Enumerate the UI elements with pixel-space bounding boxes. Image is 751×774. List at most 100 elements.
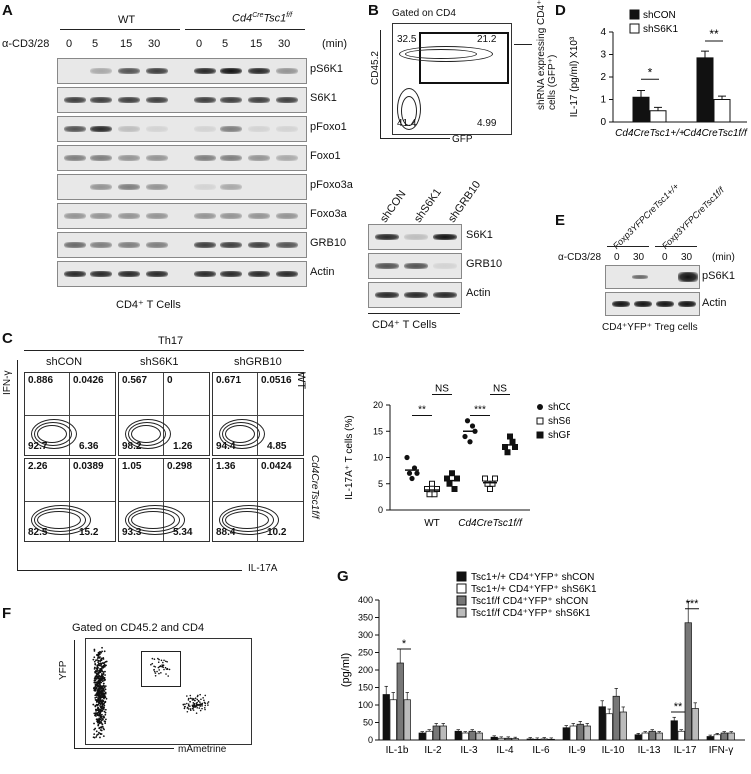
bar [432,725,440,741]
band [634,301,652,307]
band [248,68,270,74]
band [375,234,399,240]
panel-b-footer: CD4⁺ T Cells [372,319,437,331]
blot-strip [57,174,307,200]
dot [93,656,96,659]
dot [157,666,160,669]
band [433,263,457,269]
dot [99,718,102,721]
flow-plot: 0.671 0.0516 94.4 4.85 [212,372,304,456]
quadrant-line [69,459,70,541]
q-lr: 4.99 [477,118,497,129]
dot [100,706,102,708]
band [146,184,168,190]
quadrant-line [213,501,303,502]
dot [92,736,95,739]
dot [93,648,96,651]
dot [96,670,98,673]
blot-strip [57,145,307,171]
dot [100,669,103,672]
band [248,242,270,248]
flow-plot: 32.5 21.2 41.4 4.99 [392,23,512,135]
dot [168,668,171,671]
dot [160,659,163,662]
y-tick-label: 100 [358,700,373,710]
panel-c-letter: C [2,330,13,347]
panel-f-letter: F [2,605,12,622]
blot-strip [57,203,307,229]
dot [101,693,104,696]
dot [96,704,99,706]
q-upper-left: 0.567 [122,375,148,386]
quadrant-line [257,373,258,455]
band [433,234,457,240]
e-t2: 30 [633,252,645,263]
dot [153,665,155,668]
f-xarrow [74,748,174,749]
bar [648,730,656,741]
point [426,491,433,498]
dot [104,708,107,711]
blot-row-label: S6K1 [310,92,337,104]
dot [102,671,105,673]
dot [102,708,105,711]
bar [713,734,721,741]
dot [95,654,98,656]
q-lower-right: 6.36 [79,441,99,452]
blot-row-label: pFoxo3a [310,179,353,191]
x-tick-label: IL-10 [602,745,625,756]
dot [97,653,100,656]
band [276,271,298,277]
dot [103,686,106,689]
dot [186,710,189,713]
dot [93,681,96,684]
bar [677,730,685,741]
c-xarrow [17,570,242,571]
contour [37,425,67,443]
dot [99,681,102,684]
e-line-1 [607,246,649,247]
dot [192,709,195,711]
blot-row-label: S6K1 [466,229,493,241]
y-axis-label: IL-17 (pg/ml) X10³ [569,36,580,117]
band [146,126,168,132]
dot [98,702,100,704]
band [64,213,86,219]
band [146,242,168,248]
f-yarrow [74,640,75,748]
bar [605,713,613,741]
band [118,213,140,219]
band [678,272,698,282]
dot [207,704,209,706]
dot [95,735,98,738]
e-line-2 [655,246,697,247]
dot [96,668,99,671]
band [276,97,298,103]
band [276,126,298,132]
band [248,213,270,219]
dot [100,695,103,697]
c-yaxis: IFN-γ [2,370,13,395]
y-tick-label: 1 [600,95,606,106]
dot [153,670,156,673]
dot [100,677,102,680]
ko-header-cd4: Cd4 [232,12,253,25]
quadrant-line [257,459,258,541]
bar [691,708,699,741]
dot [157,661,160,663]
blot-strip [57,261,307,287]
band [656,301,674,307]
dot [103,704,106,707]
dot [187,703,190,706]
dot [194,706,197,708]
f-xaxis: mAmetrine [178,744,227,755]
dot [104,692,107,695]
dot [102,718,104,721]
blot-row-label: pS6K1 [310,63,344,75]
y-tick-label: 20 [373,400,383,410]
dot [98,664,100,667]
band [194,155,216,161]
x-tick-label: IL-6 [532,745,550,756]
dot [187,699,190,701]
dot [100,663,103,666]
